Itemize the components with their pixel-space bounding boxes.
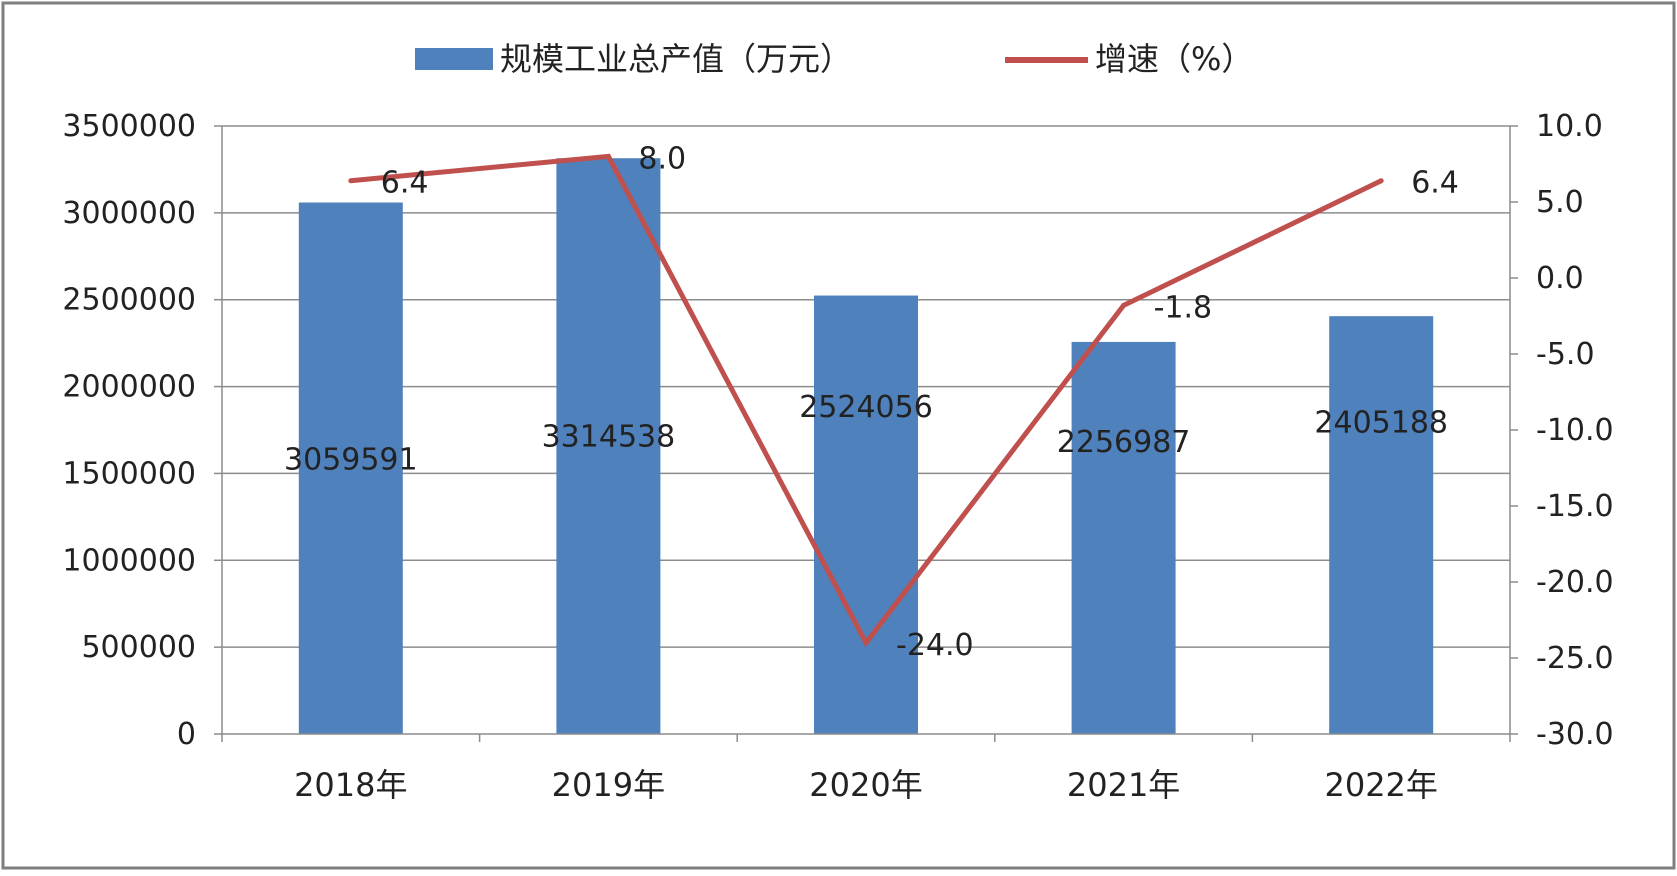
right-axis-tick-label: 5.0 (1536, 185, 1584, 220)
growth-value-label: -24.0 (896, 628, 974, 663)
legend-bar-swatch (415, 48, 493, 70)
bar-value-label: 3314538 (542, 420, 676, 455)
growth-point (348, 178, 354, 184)
left-axis-tick-label: 1500000 (62, 456, 196, 491)
bar-1 (298, 202, 403, 734)
bar-value-label: 2405188 (1314, 406, 1448, 441)
bar-4 (1071, 341, 1176, 734)
x-axis-tick-label: 2018年 (294, 766, 407, 804)
right-axis-tick-label: 10.0 (1536, 109, 1603, 144)
growth-value-label: -1.8 (1154, 290, 1213, 325)
left-axis-tick-label: 3500000 (62, 109, 196, 144)
x-axis-tick-label: 2020年 (809, 766, 922, 804)
bars (298, 158, 1434, 734)
bar-value-label: 2256987 (1057, 425, 1191, 460)
x-axis-tick-label: 2021年 (1067, 766, 1180, 804)
growth-point (863, 640, 869, 646)
right-axis-tick-label: -15.0 (1536, 489, 1614, 524)
bar-value-label: 3059591 (284, 443, 418, 478)
growth-value-label: 8.0 (638, 141, 686, 176)
bar-value-label: 2524056 (799, 390, 933, 425)
growth-value-label: 6.4 (381, 166, 429, 201)
growth-value-label: 6.4 (1411, 166, 1459, 201)
left-axis-tick-label: 2500000 (62, 283, 196, 318)
right-axis-tick-label: -10.0 (1536, 413, 1614, 448)
legend-bar-label: 规模工业总产值（万元） (500, 40, 852, 78)
right-axis-tick-label: -25.0 (1536, 641, 1614, 676)
growth-point (1378, 178, 1384, 184)
data-labels: 3059591 3314538 2524056 2256987 2405188 6.4 8.… (284, 141, 1459, 662)
right-axis-tick-label: -20.0 (1536, 565, 1614, 600)
growth-line (348, 153, 1384, 648)
bar-3 (814, 295, 918, 734)
legend-line-label: 增速（%） (1095, 40, 1253, 78)
left-axis-tick-label: 3000000 (62, 196, 196, 231)
right-axis-tick-label: -5.0 (1536, 337, 1595, 372)
x-axis-tick-label: 2022年 (1324, 766, 1437, 804)
legend: 规模工业总产值（万元） 增速（%） (415, 40, 1253, 78)
axes: 0 500000 1000000 1500000 2000000 2500000 30000… (62, 109, 1613, 804)
right-axis-tick-label: -30.0 (1536, 717, 1614, 752)
x-axis-tick-label: 2019年 (552, 766, 665, 804)
bar-5 (1329, 316, 1434, 734)
right-axis-tick-label: 0.0 (1536, 261, 1584, 296)
bar-2 (556, 158, 661, 734)
left-axis-tick-label: 0 (177, 717, 196, 752)
left-axis-tick-label: 500000 (81, 630, 196, 665)
left-axis-tick-label: 2000000 (62, 370, 196, 405)
growth-point (1121, 302, 1127, 308)
growth-point (605, 153, 611, 159)
left-axis-tick-label: 1000000 (62, 543, 196, 578)
